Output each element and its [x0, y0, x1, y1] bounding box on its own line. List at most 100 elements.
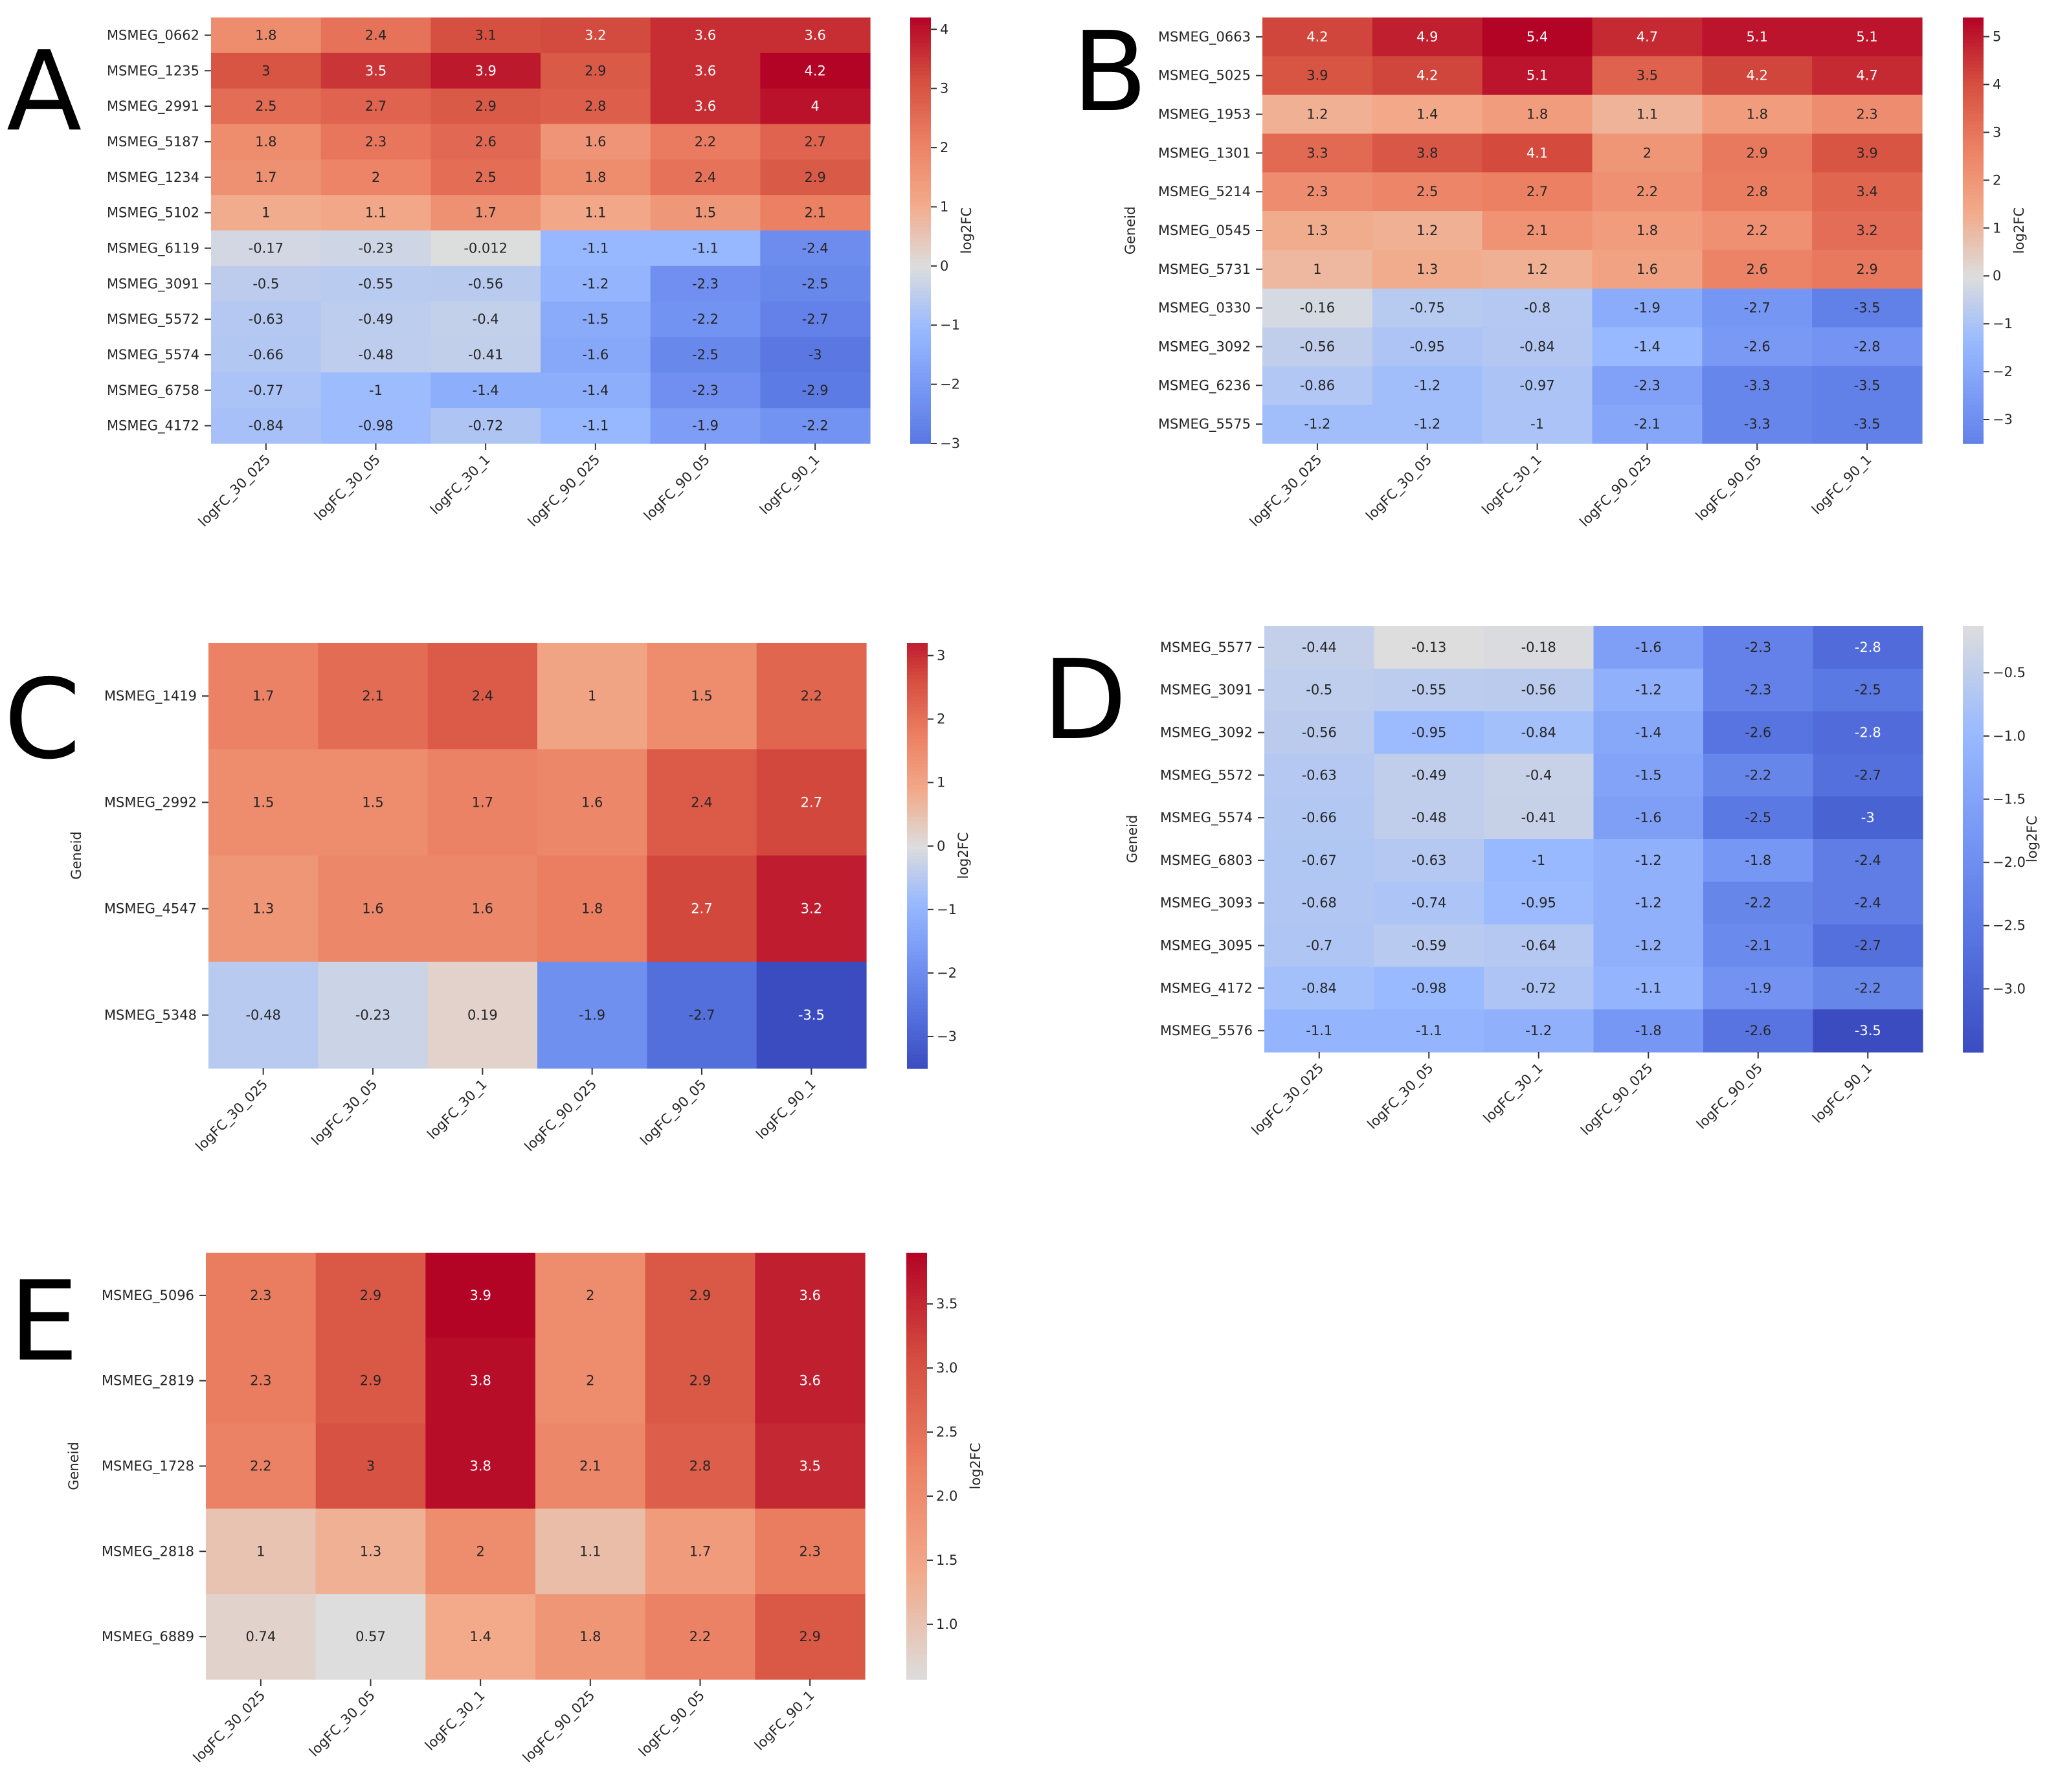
cell-value-label: 2.3	[250, 1288, 271, 1303]
colorbar-title: log2FC	[2024, 816, 2040, 862]
column-label: logFC_30_025	[1249, 1060, 1327, 1139]
cell-value-label: 1.8	[581, 901, 603, 917]
colorbar-segment	[1963, 372, 1984, 377]
heatmap-cell	[1703, 924, 1814, 967]
colorbar-segment	[906, 1668, 927, 1673]
colorbar-segment	[907, 671, 928, 676]
colorbar-segment	[1963, 1034, 1984, 1038]
heatmap-cell	[650, 159, 761, 196]
row-label: MSMEG_5576	[1160, 1023, 1253, 1039]
colorbar-tick-label: −3	[937, 1029, 957, 1044]
colorbar-segment	[1963, 134, 1984, 139]
heatmap-cell	[1702, 56, 1813, 96]
colorbar-segment	[910, 63, 931, 68]
colorbar-segment	[906, 1402, 927, 1406]
colorbar-segment	[906, 1608, 927, 1613]
colorbar-segment	[906, 1494, 927, 1499]
colorbar-segment	[1963, 237, 1984, 242]
heatmap-cell	[1264, 754, 1375, 797]
heatmap-cell	[760, 124, 871, 160]
heatmap-cell	[1703, 839, 1814, 882]
colorbar-tick-label: 2	[937, 711, 945, 727]
colorbar-segment	[906, 1323, 927, 1328]
colorbar-segment	[1963, 429, 1984, 434]
colorbar-tick-label: 4	[1993, 77, 2001, 93]
colorbar-segment	[907, 969, 928, 973]
heatmap-cell	[1592, 405, 1703, 444]
colorbar-tick-label: 3	[937, 648, 945, 664]
heatmap-cell	[650, 408, 761, 444]
colorbar-segment	[1963, 629, 1984, 634]
colorbar-segment	[907, 919, 928, 924]
cell-value-label: -1.4	[1635, 725, 1662, 741]
column-label: logFC_30_05	[311, 452, 384, 524]
colorbar-segment	[910, 354, 931, 359]
row-label: MSMEG_4172	[1160, 980, 1253, 996]
colorbar-tick-label: −2	[937, 965, 957, 981]
row-label: MSMEG_5096	[102, 1288, 194, 1304]
colorbar-segment	[1963, 864, 1984, 868]
cell-value-label: 1	[1313, 262, 1321, 277]
colorbar-segment	[906, 1455, 927, 1460]
column-label: logFC_30_1	[422, 1688, 488, 1754]
colorbar-segment	[907, 759, 928, 764]
colorbar-segment	[910, 436, 931, 441]
colorbar-segment	[910, 308, 931, 313]
cell-value-label: -0.97	[1519, 377, 1554, 393]
cell-value-label: 1.6	[585, 134, 606, 150]
colorbar-segment	[1963, 902, 1984, 907]
cell-value-label: 2.1	[362, 688, 383, 704]
colorbar-segment	[1963, 418, 1984, 423]
heatmap-cell	[1374, 626, 1484, 669]
colorbar-segment	[1963, 404, 1984, 409]
colorbar-segment	[1963, 124, 1984, 128]
heatmap-cell	[1262, 95, 1373, 135]
heatmap-cell	[1702, 366, 1813, 405]
cell-value-label: -0.77	[249, 383, 284, 398]
cell-value-label: 2.4	[695, 170, 716, 185]
cell-value-label: -0.5	[252, 276, 279, 291]
heatmap-cell	[1703, 1009, 1814, 1053]
cell-value-label: 2.9	[799, 1629, 820, 1644]
heatmap-cell	[1813, 668, 1923, 712]
cell-value-label: -1.2	[1635, 682, 1662, 698]
colorbar-segment	[906, 1587, 927, 1591]
cell-value-label: -0.55	[1411, 682, 1446, 698]
y-axis-title: Geneid	[66, 1442, 82, 1490]
colorbar-segment	[907, 1064, 928, 1069]
cell-value-label: 4.1	[1527, 145, 1548, 161]
colorbar-segment	[910, 301, 931, 306]
heatmap-cell	[760, 337, 871, 373]
panel-letter: B	[1072, 8, 1148, 137]
colorbar-segment	[910, 99, 931, 104]
colorbar-segment	[906, 1469, 927, 1474]
colorbar-segment	[906, 1391, 927, 1396]
colorbar-segment	[907, 972, 928, 977]
colorbar-segment	[907, 1050, 928, 1055]
colorbar-segment	[907, 1061, 928, 1066]
colorbar-segment	[910, 351, 931, 355]
cell-value-label: 2.9	[689, 1373, 711, 1389]
cell-value-label: 2.4	[472, 688, 493, 704]
heatmap-cell	[1264, 626, 1375, 669]
heatmap-cell	[645, 1338, 755, 1424]
colorbar-segment	[1963, 74, 1984, 79]
colorbar-segment	[910, 269, 931, 274]
colorbar-segment	[1963, 287, 1984, 292]
colorbar-segment	[907, 774, 928, 778]
cell-value-label: 3.8	[469, 1459, 491, 1474]
colorbar-segment	[1963, 768, 1984, 772]
cell-value-label: 2.2	[1637, 184, 1658, 199]
colorbar-segment	[1963, 394, 1984, 398]
colorbar-segment	[906, 1451, 927, 1456]
cell-value-label: 1.5	[691, 688, 712, 704]
colorbar-segment	[910, 159, 931, 164]
cell-value-label: -1.2	[1414, 377, 1440, 393]
cell-value-label: 1.7	[255, 170, 276, 185]
heatmap-cell	[535, 1338, 646, 1424]
heatmap-cell	[1372, 133, 1483, 173]
heatmap-cell	[1812, 211, 1923, 251]
heatmap-cell	[1484, 754, 1594, 797]
colorbar-segment	[906, 1508, 927, 1513]
heatmap-cell	[1482, 133, 1593, 173]
